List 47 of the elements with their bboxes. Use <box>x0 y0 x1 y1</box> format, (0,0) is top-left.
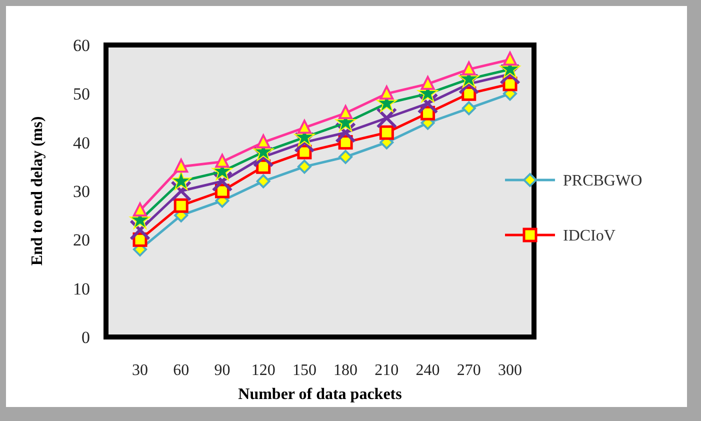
point <box>215 154 230 168</box>
y-tick-label: 0 <box>82 328 90 347</box>
y-tick-label: 60 <box>73 36 90 55</box>
point <box>130 219 150 240</box>
point <box>417 92 438 114</box>
point <box>338 105 353 120</box>
point <box>462 61 476 76</box>
point <box>133 202 147 216</box>
legend-label: IDCIoV <box>563 228 616 245</box>
x-tick-label: 210 <box>374 362 399 379</box>
x-tick-label: 60 <box>173 362 190 379</box>
point <box>174 158 188 173</box>
point <box>294 132 315 153</box>
x-tick-label: 90 <box>214 362 230 379</box>
point <box>380 86 394 100</box>
x-axis-title: Number of data packets <box>238 386 402 403</box>
point <box>462 101 476 116</box>
point <box>252 146 274 168</box>
x-tick-label: 270 <box>456 362 481 379</box>
point <box>256 174 270 188</box>
point <box>174 198 188 213</box>
x-tick-label: 300 <box>498 362 522 379</box>
point <box>420 76 435 90</box>
y-axis-title: End to end delay (ms) <box>29 116 46 266</box>
point <box>297 160 312 174</box>
point <box>379 125 394 140</box>
legend-label: PRCBGWO <box>563 172 642 190</box>
y-tick-label: 20 <box>73 230 90 250</box>
point <box>212 170 233 192</box>
point <box>376 108 398 128</box>
y-tick-label: 50 <box>73 84 90 104</box>
x-tick-label: 120 <box>251 362 276 379</box>
y-tick-label: 30 <box>73 182 90 201</box>
point <box>338 150 353 164</box>
point <box>500 64 520 85</box>
point <box>458 73 480 94</box>
point <box>256 134 270 148</box>
y-tick-label: 40 <box>73 133 90 152</box>
y-tick-label: 10 <box>73 279 90 298</box>
point <box>297 120 312 134</box>
point <box>170 180 192 202</box>
point <box>503 52 517 66</box>
x-tick-label: 240 <box>416 362 440 379</box>
x-tick-label: 180 <box>334 362 358 379</box>
x-tick-label: 150 <box>292 362 316 379</box>
x-tick-label: 30 <box>132 362 148 379</box>
point <box>335 122 356 144</box>
